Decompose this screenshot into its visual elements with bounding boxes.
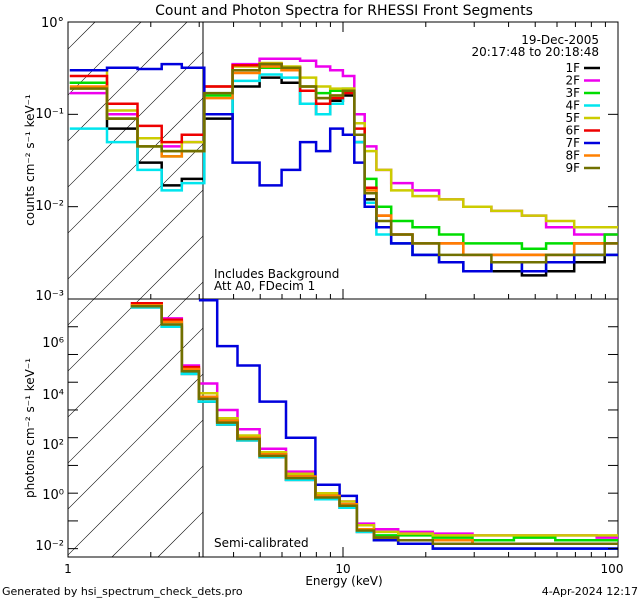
count-series-line-9F bbox=[69, 62, 618, 264]
hatched-region bbox=[0, 22, 203, 557]
count-y-tick-label: 10° bbox=[41, 16, 64, 31]
attenuator-note: Att A0, FDecim 1 bbox=[214, 279, 315, 293]
chart-title: Count and Photon Spectra for RHESSI Fron… bbox=[155, 3, 533, 19]
hatch-line bbox=[0, 22, 3, 557]
hatch-line bbox=[68, 22, 188, 142]
background-note: Includes Background bbox=[214, 267, 339, 281]
count-series-line-5F bbox=[69, 61, 618, 229]
photon-spectra-series bbox=[130, 299, 618, 550]
photon-series-line-2F bbox=[130, 302, 618, 539]
hatch-line bbox=[68, 22, 142, 96]
semi-calibrated-note: Semi-calibrated bbox=[214, 536, 309, 550]
photon-y-tick-label: 10⁶ bbox=[42, 336, 64, 351]
axis-ticks bbox=[67, 21, 619, 557]
legend-label: 6F bbox=[565, 124, 580, 138]
photon-y-tick-label: 10⁴ bbox=[42, 388, 64, 403]
hatch-line bbox=[68, 235, 203, 372]
hatch-line bbox=[68, 51, 203, 188]
photon-series-line-7F bbox=[198, 299, 618, 550]
legend-label: 8F bbox=[565, 149, 580, 163]
hatch-line bbox=[68, 281, 203, 418]
photon-series-line-9F bbox=[130, 304, 618, 546]
legend-label: 5F bbox=[565, 111, 580, 125]
x-tick-label: 1 bbox=[64, 562, 72, 576]
hatch-line bbox=[68, 419, 203, 556]
generated-by-footer: Generated by hsi_spectrum_check_dets.pro bbox=[2, 585, 243, 598]
legend-label: 4F bbox=[565, 99, 580, 113]
photon-y-tick-label: 10⁻² bbox=[35, 539, 64, 554]
photon-series-line-8F bbox=[130, 303, 618, 546]
legend-label: 1F bbox=[565, 61, 580, 75]
time-range-label: 20:17:48 to 20:18:48 bbox=[472, 45, 599, 59]
photon-series-line-3F bbox=[130, 303, 618, 542]
date-label: 19-Dec-2005 bbox=[521, 33, 599, 47]
hatch-line bbox=[68, 189, 203, 326]
count-y-axis-label: counts cm⁻² s⁻¹ keV⁻¹ bbox=[23, 94, 37, 226]
count-y-tick-label: 10⁻² bbox=[35, 199, 64, 214]
photon-y-axis-label: photons cm⁻² s⁻¹ keV⁻¹ bbox=[23, 358, 37, 498]
count-y-tick-label: 10⁻³ bbox=[35, 289, 64, 304]
legend-label: 7F bbox=[565, 136, 580, 150]
count-panel-frame bbox=[67, 21, 619, 300]
photon-series-line-6F bbox=[130, 302, 618, 546]
photon-series-line-4F bbox=[130, 306, 618, 550]
count-series-line-1F bbox=[69, 76, 618, 277]
photon-y-tick-label: 10² bbox=[42, 438, 64, 453]
photon-y-tick-label: 10⁰ bbox=[42, 488, 64, 503]
count-y-tick-label: 10⁻¹ bbox=[35, 107, 64, 122]
hatch-line bbox=[68, 373, 203, 510]
hatch-line bbox=[68, 97, 203, 234]
x-tick-label: 100 bbox=[601, 562, 624, 576]
timestamp-footer: 4-Apr-2024 12:17 bbox=[542, 585, 638, 598]
legend-label: 3F bbox=[565, 86, 580, 100]
legend-label: 2F bbox=[565, 74, 580, 88]
count-series-line-4F bbox=[69, 73, 618, 273]
hatch-line bbox=[111, 465, 203, 557]
legend-label: 9F bbox=[565, 161, 580, 175]
x-axis-label: Energy (keV) bbox=[305, 574, 382, 588]
x-tick-label: 10 bbox=[335, 562, 350, 576]
photon-series-line-1F bbox=[130, 306, 618, 550]
count-spectra-series bbox=[69, 57, 618, 277]
photon-series-line-5F bbox=[130, 303, 618, 537]
